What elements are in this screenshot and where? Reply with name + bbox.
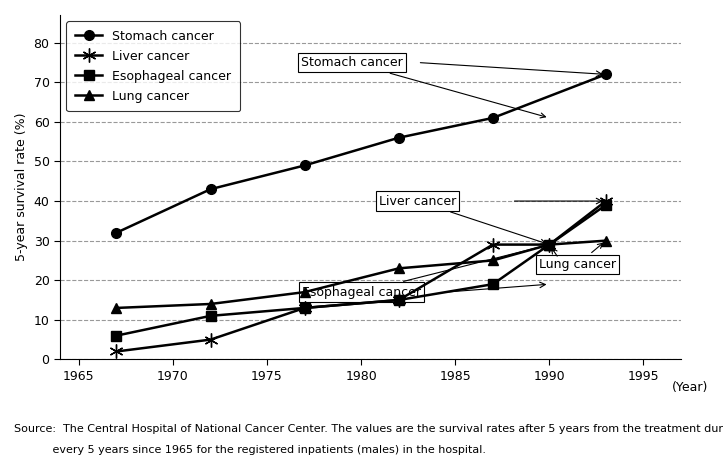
Liver cancer (395, 297, 403, 303)
Esophageal cancer (545, 242, 554, 247)
Lung cancer (112, 305, 121, 311)
Stomach cancer (395, 135, 403, 141)
Text: Esophageal cancer: Esophageal cancer (302, 244, 545, 299)
Text: every 5 years since 1965 for the registered inpatients (males) in the hospital.: every 5 years since 1965 for the registe… (14, 445, 487, 455)
Text: Stomach cancer: Stomach cancer (301, 56, 545, 118)
Line: Esophageal cancer: Esophageal cancer (111, 200, 611, 341)
Liver cancer (545, 242, 554, 247)
Stomach cancer (489, 115, 497, 121)
Lung cancer (545, 242, 554, 247)
Line: Lung cancer: Lung cancer (111, 236, 611, 313)
Text: Liver cancer: Liver cancer (379, 194, 546, 244)
Legend: Stomach cancer, Liver cancer, Esophageal cancer, Lung cancer: Stomach cancer, Liver cancer, Esophageal… (66, 21, 240, 111)
Liver cancer (112, 349, 121, 354)
Text: (Year): (Year) (672, 381, 708, 394)
Esophageal cancer (602, 202, 610, 208)
Text: Source:  The Central Hospital of National Cancer Center. The values are the surv: Source: The Central Hospital of National… (14, 424, 724, 434)
Esophageal cancer (206, 313, 215, 319)
Esophageal cancer (300, 305, 309, 311)
Line: Liver cancer: Liver cancer (109, 194, 613, 358)
Y-axis label: 5-year survival rate (%): 5-year survival rate (%) (15, 113, 28, 261)
Liver cancer (602, 198, 610, 204)
Esophageal cancer (489, 281, 497, 287)
Liver cancer (206, 337, 215, 343)
Esophageal cancer (112, 333, 121, 338)
Stomach cancer (602, 72, 610, 77)
Lung cancer (300, 289, 309, 295)
Lung cancer (602, 238, 610, 243)
Lung cancer (206, 301, 215, 307)
Stomach cancer (300, 163, 309, 168)
Stomach cancer (206, 186, 215, 192)
Line: Stomach cancer: Stomach cancer (111, 69, 611, 238)
Liver cancer (489, 242, 497, 247)
Lung cancer (489, 258, 497, 263)
Stomach cancer (112, 230, 121, 235)
Lung cancer (395, 266, 403, 271)
Text: Lung cancer: Lung cancer (539, 243, 616, 271)
Esophageal cancer (395, 297, 403, 303)
Liver cancer (300, 305, 309, 311)
